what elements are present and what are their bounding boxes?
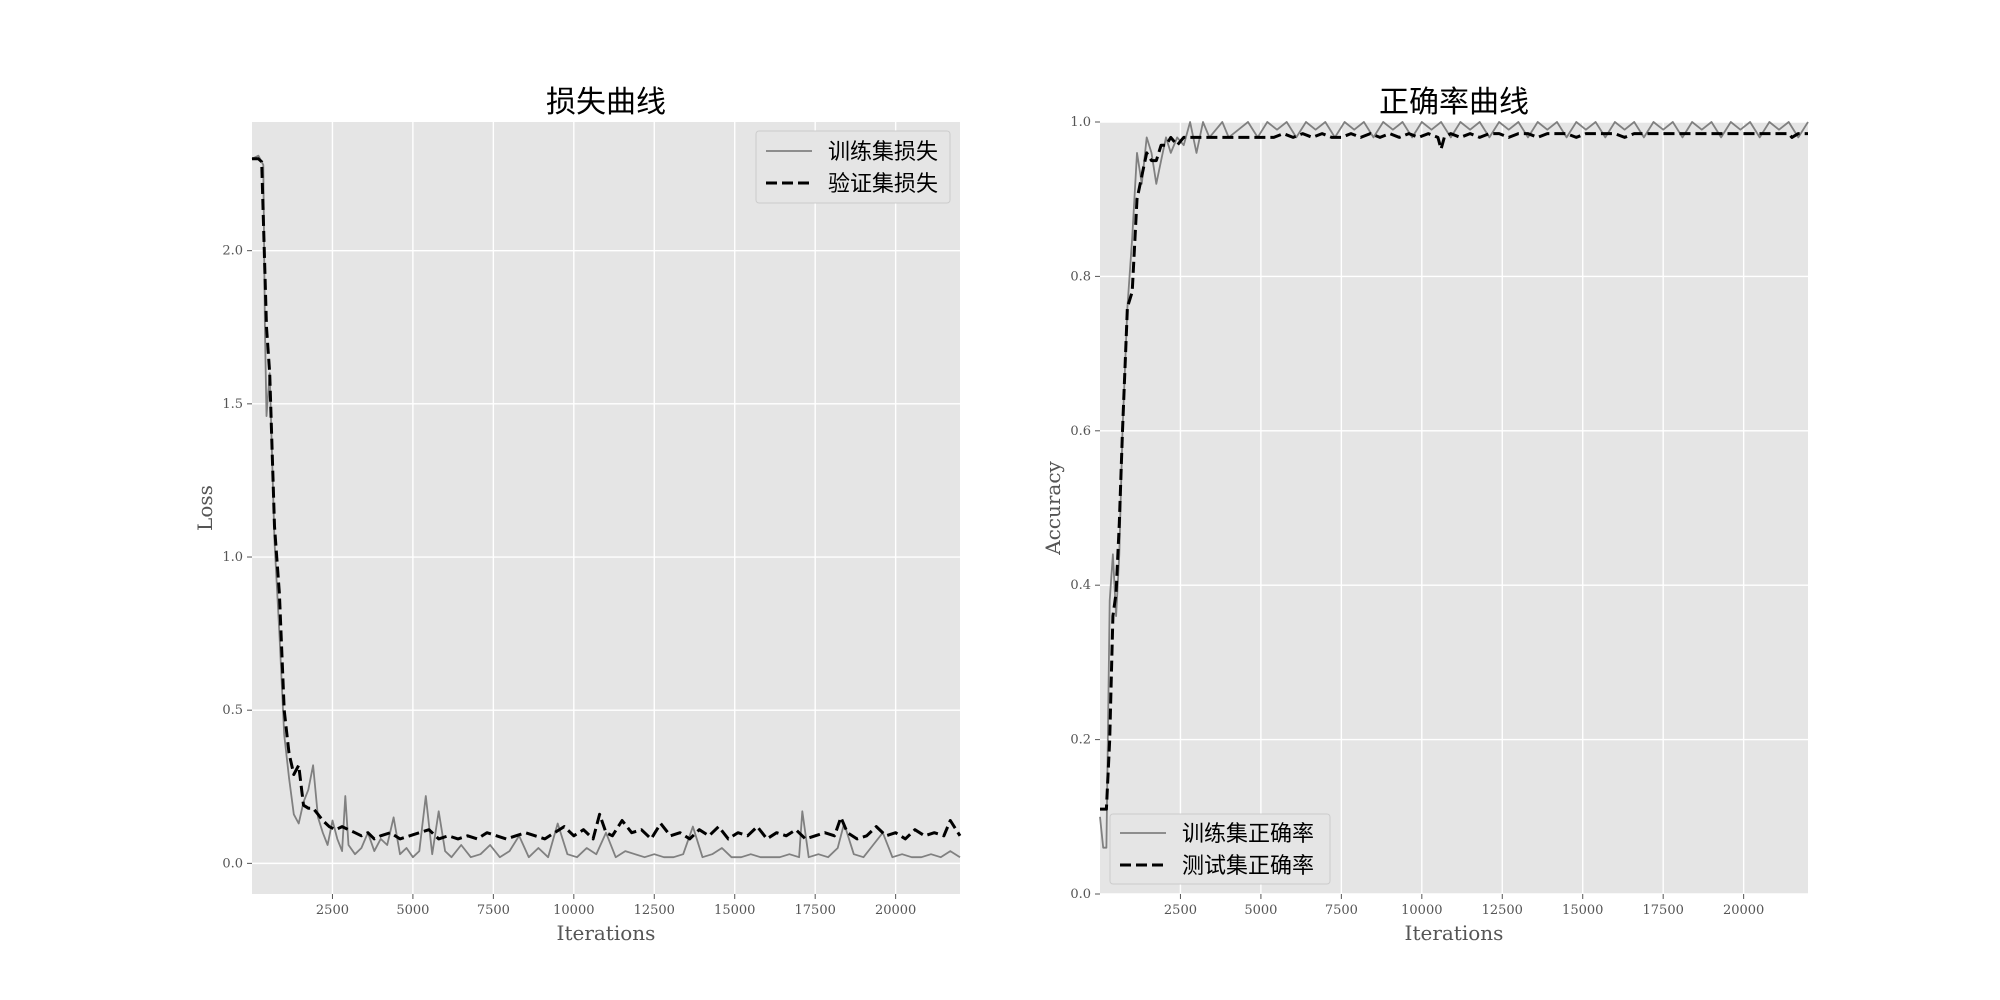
loss-y-ticks: 0.0 0.5 1.0 1.5 2.0	[222, 244, 252, 871]
loss-chart: 2500 5000 7500 10000 12500 15000 17500 20000 0.…	[193, 85, 962, 945]
accuracy-y-tick-label: 0.4	[1070, 578, 1091, 593]
loss-y-tick-label: 0.0	[222, 856, 243, 871]
accuracy-x-tick-label: 2500	[1164, 903, 1197, 918]
accuracy-y-tick-label: 0.0	[1070, 887, 1091, 902]
accuracy-x-tick-label: 17500	[1643, 903, 1684, 918]
accuracy-series	[1099, 121, 1809, 849]
loss-y-tick-label: 1.5	[222, 397, 243, 412]
accuracy-x-tick-label: 7500	[1325, 903, 1358, 918]
loss-x-ticks: 2500 5000 7500 10000 12500 15000 17500 20000	[316, 894, 916, 918]
loss-chart-title: 损失曲线	[546, 85, 666, 120]
accuracy-x-axis-label: Iterations	[1405, 921, 1504, 945]
loss-y-tick-label: 2.0	[222, 244, 243, 259]
accuracy-y-ticks: 0.0 0.2 0.4 0.6 0.8 1.0	[1070, 115, 1100, 902]
accuracy-chart-title: 正确率曲线	[1379, 85, 1529, 120]
loss-series-line-train	[251, 154, 961, 859]
accuracy-legend-label-test: 测试集正确率	[1182, 854, 1314, 879]
loss-plot-area	[252, 122, 960, 894]
loss-y-tick-label: 0.5	[222, 703, 243, 718]
loss-x-tick-label: 15000	[714, 903, 755, 918]
accuracy-x-tick-label: 5000	[1244, 903, 1277, 918]
loss-legend: 训练集损失 验证集损失	[755, 130, 951, 204]
accuracy-legend-label-train: 训练集正确率	[1182, 822, 1314, 847]
loss-series	[251, 154, 962, 859]
loss-grid	[252, 122, 960, 894]
loss-legend-label-val: 验证集损失	[828, 172, 938, 197]
accuracy-grid	[1100, 121, 1808, 895]
loss-legend-box	[755, 130, 951, 204]
loss-y-tick-label: 1.0	[222, 550, 243, 565]
loss-x-tick-label: 7500	[477, 903, 510, 918]
accuracy-x-ticks: 2500 5000 7500 10000 12500 15000 17500 20000	[1164, 894, 1764, 918]
accuracy-chart: 2500 5000 7500 10000 12500 15000 17500 20000 0.…	[1041, 85, 1809, 945]
accuracy-y-tick-label: 0.6	[1070, 424, 1091, 439]
accuracy-x-tick-label: 10000	[1401, 903, 1442, 918]
accuracy-y-axis-label: Accuracy	[1041, 460, 1065, 555]
loss-legend-label-train: 训练集损失	[828, 140, 938, 165]
loss-x-tick-label: 17500	[795, 903, 836, 918]
loss-x-tick-label: 2500	[316, 903, 349, 918]
loss-x-tick-label: 10000	[553, 903, 594, 918]
loss-x-axis-label: Iterations	[557, 921, 656, 945]
loss-x-tick-label: 5000	[396, 903, 429, 918]
accuracy-series-line-train	[1099, 121, 1809, 849]
accuracy-legend-box	[1109, 813, 1331, 885]
accuracy-plot-area	[1100, 122, 1808, 894]
loss-x-tick-label: 12500	[634, 903, 675, 918]
loss-x-tick-label: 20000	[875, 903, 916, 918]
accuracy-y-tick-label: 0.8	[1070, 269, 1091, 284]
accuracy-legend: 训练集正确率 测试集正确率	[1109, 813, 1331, 885]
loss-series-line-eval	[252, 157, 962, 841]
accuracy-y-tick-label: 0.2	[1070, 733, 1091, 748]
accuracy-series-line-eval	[1100, 132, 1808, 811]
accuracy-x-tick-label: 20000	[1723, 903, 1764, 918]
loss-y-axis-label: Loss	[193, 485, 217, 531]
accuracy-x-tick-label: 15000	[1562, 903, 1603, 918]
accuracy-x-tick-label: 12500	[1482, 903, 1523, 918]
accuracy-y-tick-label: 1.0	[1070, 115, 1091, 130]
